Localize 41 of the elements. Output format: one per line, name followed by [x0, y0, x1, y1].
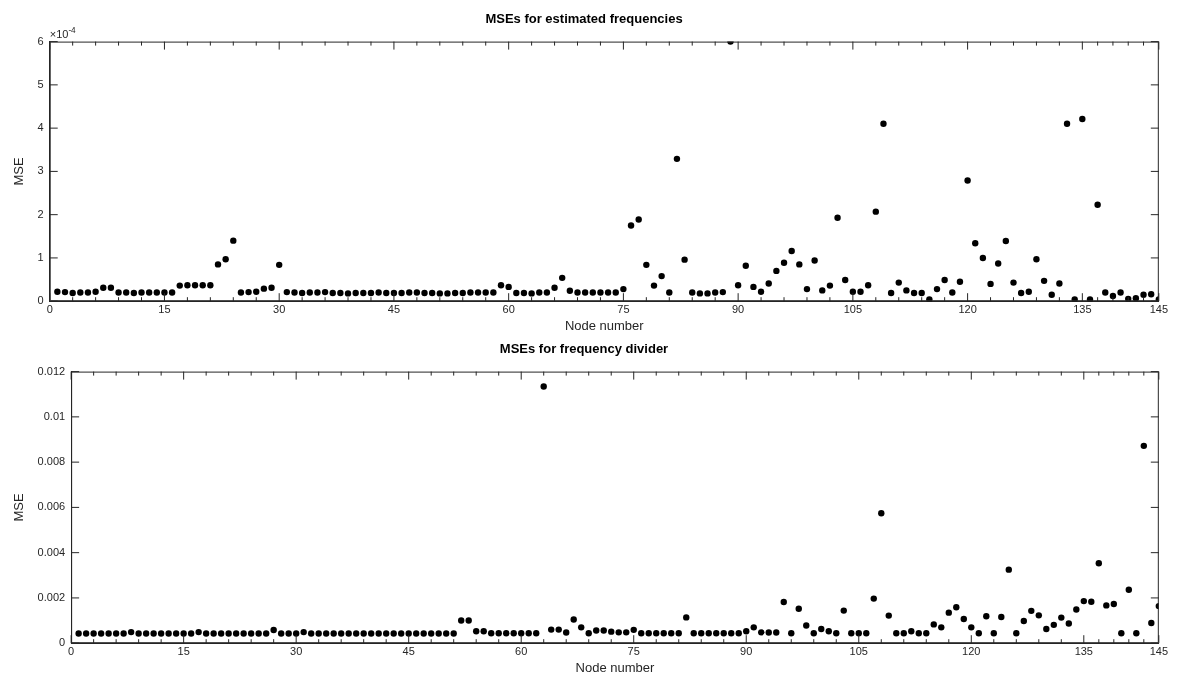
x-tick-label: 105 [843, 302, 863, 315]
x-tick-label: 60 [515, 644, 528, 657]
x-tick-label: 15 [158, 302, 171, 315]
y-axis-title: MSE [11, 156, 27, 186]
x-tick-label: 30 [290, 644, 303, 657]
x-tick-label: 0 [68, 644, 75, 657]
y-tick-label: 0.002 [37, 590, 66, 603]
y-tick-label: 2 [37, 207, 44, 220]
y-tick-label: 0.004 [37, 545, 66, 558]
y-tick-label: 1 [37, 250, 44, 263]
y-tick-label: 0.01 [43, 409, 66, 422]
y-tick-label: 5 [37, 77, 44, 90]
y-tick-label: 0.008 [37, 455, 66, 468]
x-tick-label: 75 [627, 644, 640, 657]
chart-title: MSEs for estimated frequencies [485, 11, 683, 27]
x-tick-label: 60 [502, 302, 515, 315]
x-axis-title: Node number [564, 317, 645, 333]
y-axis-title: MSE [11, 492, 27, 522]
y-tick-label: 3 [37, 164, 44, 177]
y-tick-label: 6 [37, 34, 44, 47]
y-tick-label: 0.012 [37, 364, 66, 377]
y-tick-label: 0 [37, 294, 44, 307]
x-tick-label: 45 [402, 644, 415, 657]
x-tick-label: 145 [1149, 644, 1168, 657]
chart-title: MSEs for frequency divider [499, 341, 669, 357]
x-tick-label: 135 [1073, 302, 1092, 315]
x-tick-label: 120 [962, 644, 981, 657]
y-tick-label: 0.006 [37, 500, 66, 513]
x-tick-label: 45 [387, 302, 401, 315]
y-tick-label: 4 [37, 121, 44, 134]
x-tick-label: 120 [958, 302, 977, 315]
x-tick-label: 90 [732, 302, 745, 315]
y-tick-label: 0 [59, 636, 66, 649]
x-tick-label: 15 [177, 644, 190, 657]
x-axis-title: Node number [575, 659, 656, 675]
x-tick-label: 90 [740, 644, 753, 657]
x-tick-label: 145 [1149, 302, 1168, 315]
x-tick-label: 105 [849, 644, 868, 657]
x-tick-label: 75 [617, 302, 630, 315]
x-tick-label: 30 [273, 302, 286, 315]
x-tick-label: 135 [1074, 644, 1093, 657]
